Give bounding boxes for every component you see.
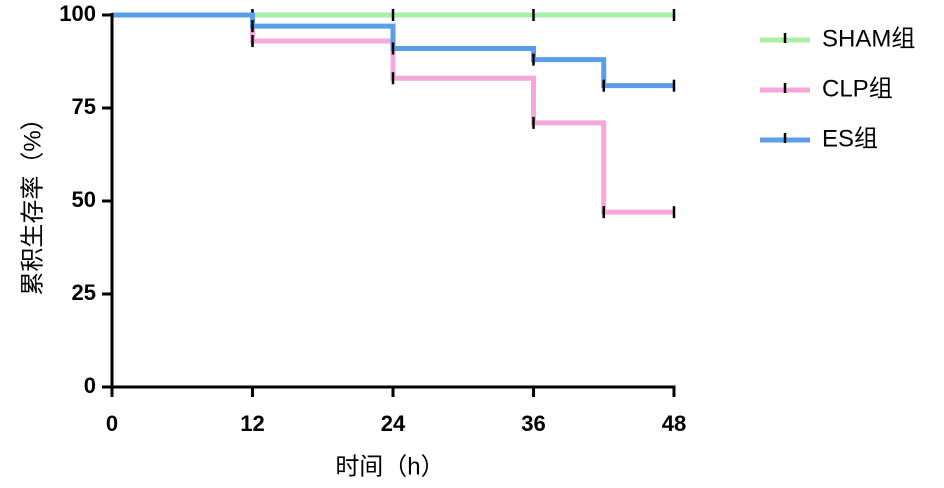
y-tick-label: 25: [72, 280, 96, 305]
x-tick-label: 36: [521, 411, 545, 436]
x-tick-label: 0: [106, 411, 118, 436]
x-tick-label: 24: [381, 411, 406, 436]
x-axis-label: 时间（h）: [335, 453, 444, 480]
y-tick-label: 0: [84, 373, 96, 398]
x-tick-label: 48: [662, 411, 686, 436]
y-tick-label: 50: [72, 187, 96, 212]
legend-label: ES组: [822, 125, 878, 152]
y-tick-label: 75: [72, 94, 96, 119]
legend-label: SHAM组: [822, 25, 915, 52]
y-axis-label: 累积生存率（%）: [19, 106, 46, 295]
y-tick-label: 100: [59, 1, 96, 26]
legend-label: CLP组: [822, 75, 893, 102]
x-tick-label: 12: [240, 411, 264, 436]
